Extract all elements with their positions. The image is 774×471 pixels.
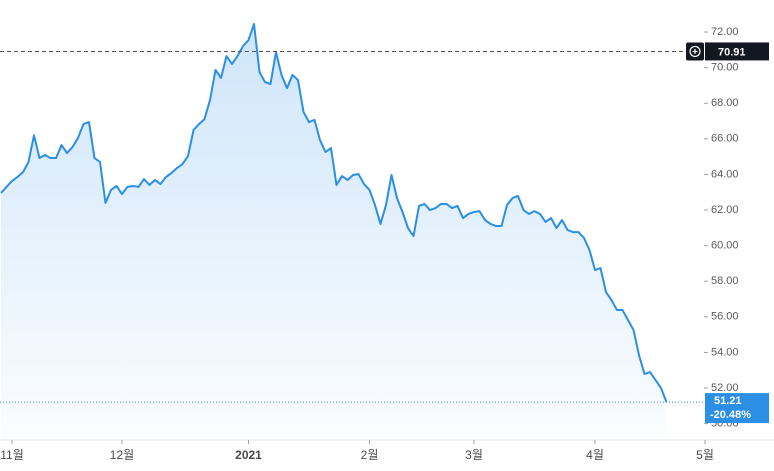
reference-badge (705, 42, 769, 61)
y-tick-label: 68.00 (711, 97, 739, 109)
x-tick-label: 2021 (235, 448, 262, 462)
price-line (0, 23, 668, 403)
y-tick-label: 66.00 (711, 133, 739, 145)
y-tick-label: 56.00 (711, 311, 739, 323)
y-tick-label: 70.00 (711, 62, 739, 74)
reference-label: 70.91 (718, 46, 746, 58)
last-price-badge (705, 393, 769, 424)
plus-icon (692, 48, 698, 54)
x-tick-label: 12월 (110, 448, 134, 462)
y-tick-label: 62.00 (711, 204, 739, 216)
last-change-label: -20.48% (710, 409, 751, 421)
y-tick-label: 52.00 (711, 382, 739, 394)
x-tick-label: 3월 (465, 448, 483, 462)
y-tick-label: 72.00 (711, 26, 739, 38)
area-fill (1, 24, 667, 441)
y-tick-label: 64.00 (711, 168, 739, 180)
y-tick-label: 60.00 (711, 240, 739, 252)
x-tick-label: 5월 (696, 448, 714, 462)
plus-icon (689, 45, 701, 58)
last-price-label: 51.21 (714, 395, 742, 407)
y-tick-label: 58.00 (711, 275, 739, 287)
x-tick-label: 4월 (586, 448, 604, 462)
y-tick-label: 54.00 (711, 346, 739, 358)
x-tick-label: 2월 (361, 448, 379, 462)
x-tick-label: 11월 (0, 448, 24, 462)
